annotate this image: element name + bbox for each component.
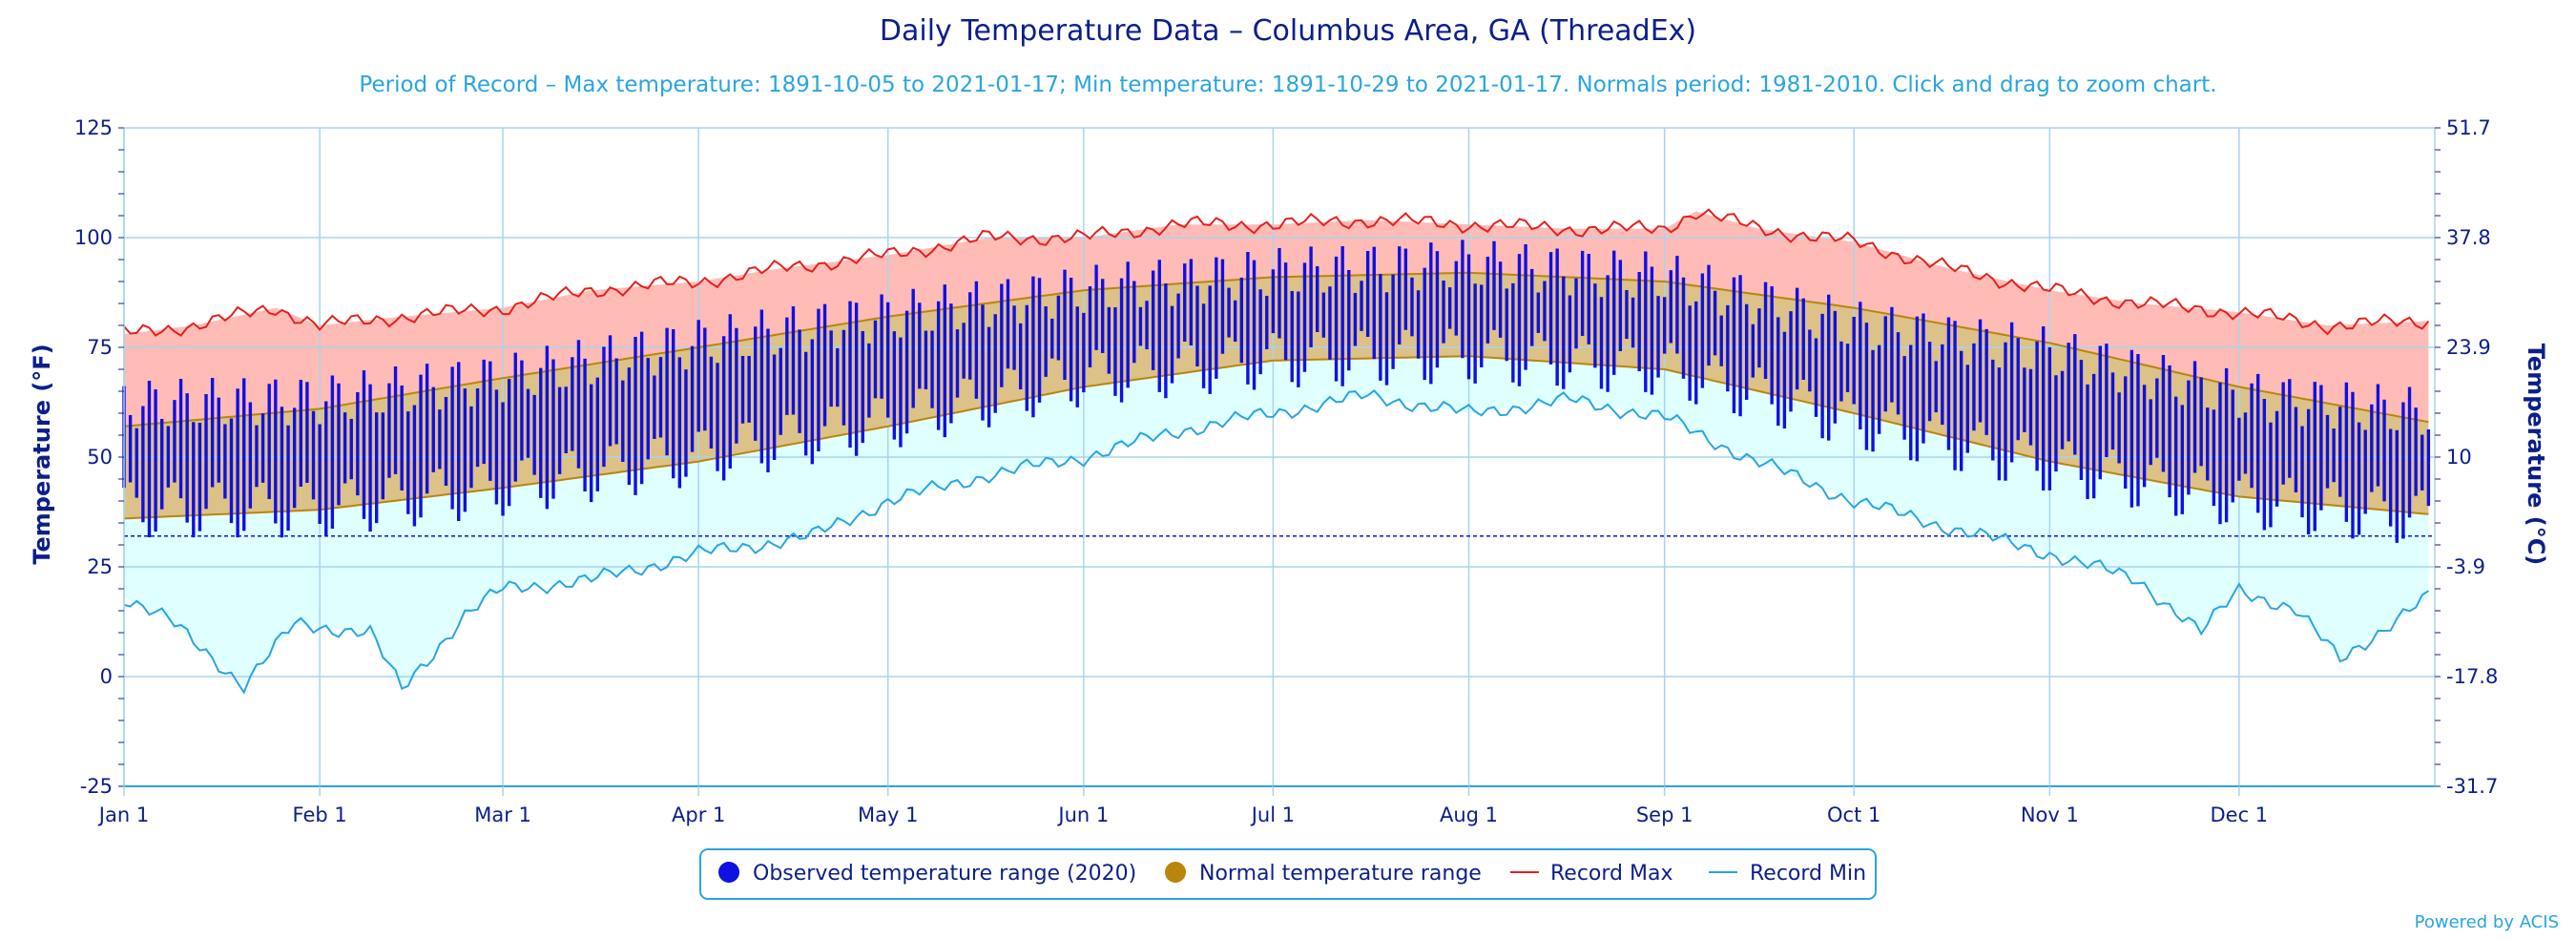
x-tick-label: Dec 1 (2211, 803, 2269, 826)
legend-box (699, 848, 1877, 900)
legend-item-observed[interactable]: Observed temperature range (2020) (718, 862, 1136, 886)
y-tick-label-left: 25 (87, 555, 113, 578)
x-tick-label: Mar 1 (474, 803, 531, 826)
y-tick-label-left: -25 (80, 775, 113, 798)
y-tick-label-left: 75 (87, 336, 113, 359)
record-min-band (124, 356, 2429, 690)
x-tick-label: Jan 1 (97, 803, 149, 826)
x-tick-label: Jun 1 (1056, 803, 1109, 826)
legend-observed-label: Observed temperature range (2020) (753, 862, 1136, 886)
y-tick-label-right: 10 (2446, 446, 2472, 469)
chart-title: Daily Temperature Data – Columbus Area, … (880, 14, 1696, 48)
legend-item-normal[interactable]: Normal temperature range (1165, 862, 1482, 886)
chart-subtitle: Period of Record – Max temperature: 1891… (359, 73, 2216, 97)
y-tick-label-left: 125 (74, 116, 113, 139)
x-tick-label: Jul 1 (1250, 803, 1295, 826)
legend[interactable]: Observed temperature range (2020) Normal… (699, 848, 1877, 900)
plot-area[interactable]: -25 -31.7 0 -17.8 25 -3.9 50 10 75 23.9 100 37.8 125… (74, 116, 2498, 826)
y-tick-label-left: 50 (87, 446, 113, 469)
record-max-line[interactable] (123, 208, 2430, 338)
credit-link[interactable]: Powered by ACIS (2415, 912, 2559, 932)
y-tick-label-right: -31.7 (2446, 775, 2498, 798)
legend-record-min-label: Record Min (1750, 862, 1866, 886)
legend-normal-label: Normal temperature range (1199, 862, 1482, 886)
y-tick-label-right: 37.8 (2446, 226, 2491, 249)
y-tick-label-right: 23.9 (2446, 336, 2491, 359)
y-axis-title-left: Temperature (°F) (29, 344, 55, 564)
x-tick-label: Apr 1 (672, 803, 725, 826)
legend-observed-dot-icon (718, 862, 739, 883)
y-axis-title-right: Temperature (°C) (2523, 344, 2549, 566)
record-min-line[interactable] (123, 388, 2429, 695)
y-tick-label-left: 0 (100, 665, 113, 688)
x-tick-label: Aug 1 (1440, 803, 1498, 826)
legend-record-max-label: Record Max (1550, 862, 1673, 886)
legend-item-record-min[interactable]: Record Min (1709, 862, 1866, 886)
y-tick-label-right: -17.8 (2446, 665, 2498, 688)
x-tick-label: May 1 (858, 803, 918, 826)
x-tick-label: Nov 1 (2021, 803, 2079, 826)
legend-item-record-max[interactable]: Record Max (1510, 862, 1673, 886)
y-tick-label-right: -3.9 (2446, 555, 2485, 578)
record-max-band (124, 211, 2429, 427)
x-tick-label: Sep 1 (1636, 803, 1693, 826)
y-tick-label-left: 100 (74, 226, 113, 249)
legend-normal-dot-icon (1165, 862, 1186, 883)
x-tick-label: Oct 1 (1827, 803, 1880, 826)
x-tick-label: Feb 1 (293, 803, 347, 826)
y-tick-label-right: 51.7 (2446, 116, 2491, 139)
